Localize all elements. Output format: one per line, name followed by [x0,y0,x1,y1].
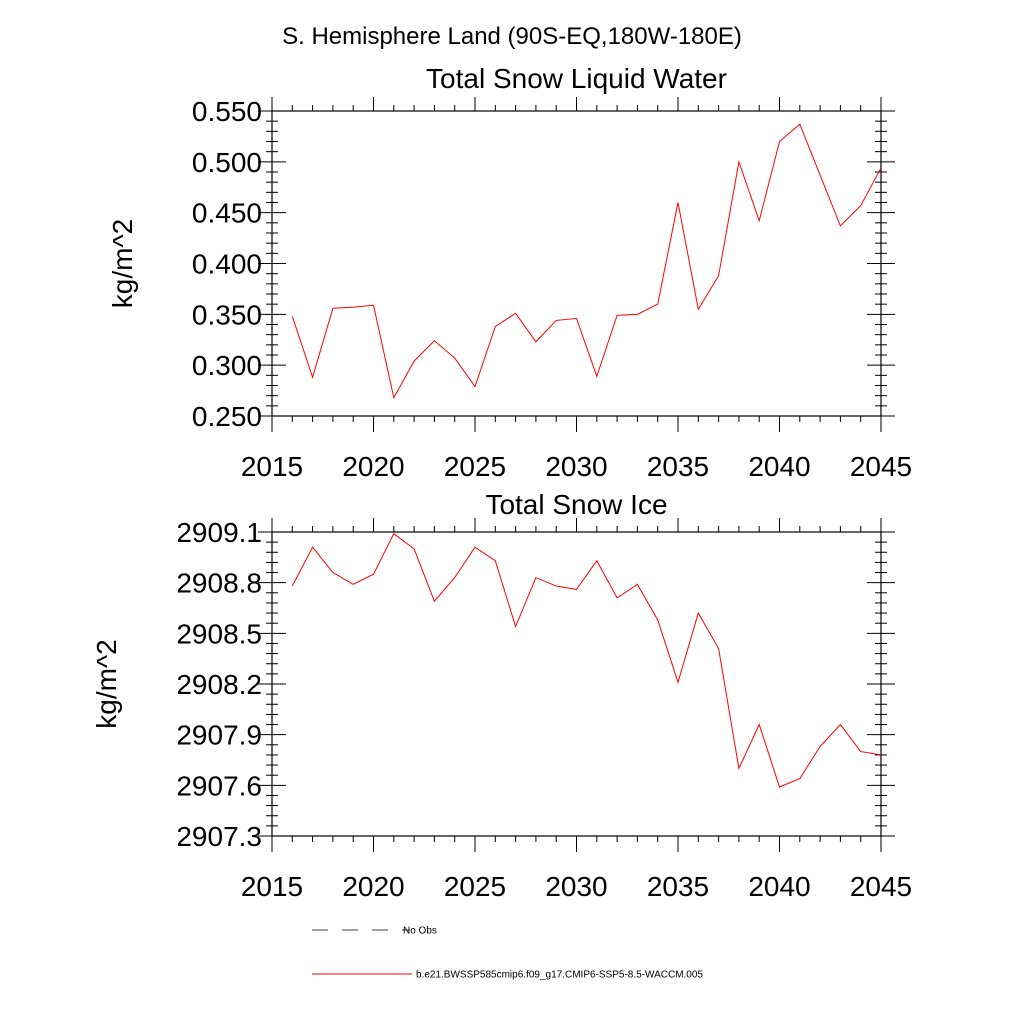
y-axis-label: kg/m^2 [107,219,138,308]
y-tick-label: 0.500 [192,147,262,178]
x-tick-label: 2045 [850,871,912,902]
x-tick-label: 2035 [647,871,709,902]
chart-panel-1: Total Snow Liquid Water kg/m^2 2015 2020 202… [107,63,912,482]
x-tick-label: 2020 [342,451,404,482]
y-tick-label: 2907.3 [176,821,262,852]
x-tick-label: 2025 [444,451,506,482]
y-tick-label: 0.300 [192,350,262,381]
charts-group: Total Snow Liquid Water kg/m^2 2015 2020 202… [91,63,912,902]
x-tick-label: 2035 [647,451,709,482]
legend-label-2: b.e21.BWSSP585cmip6.f09_g17.CMIP6-SSP5-8… [416,970,703,981]
y-tick-label: 2909.1 [176,517,262,548]
y-tick-label: 0.450 [192,198,262,229]
y-tick-label: 0.400 [192,249,262,280]
x-tick-label: 2045 [850,451,912,482]
plot-frame [271,531,882,837]
chart-panel-2: Total Snow Ice kg/m^2 2015 2020 2025 2030 2035… [91,489,912,902]
y-tick-label: 0.250 [192,401,262,432]
y-axis-label: kg/m^2 [91,639,122,728]
x-tick-label: 2015 [241,871,303,902]
y-tick-label: 2907.6 [176,770,262,801]
y-tick-label: 0.550 [192,96,262,127]
y-tick-label: 2908.5 [176,618,262,649]
y-tick-label: 2907.9 [176,720,262,751]
x-tick-label: 2015 [241,451,303,482]
legend: No Obs b.e21.BWSSP585cmip6.f09_g17.CMIP6-… [312,926,703,981]
x-tick-label: 2020 [342,871,404,902]
x-tick-label: 2025 [444,871,506,902]
chart-title: Total Snow Ice [485,489,667,520]
chart-title: Total Snow Liquid Water [426,63,727,94]
x-tick-label: 2040 [748,451,810,482]
legend-label-1: No Obs [403,926,437,937]
plot-frame [271,110,882,417]
x-tick-label: 2030 [545,451,607,482]
y-tick-label: 0.350 [192,299,262,330]
series-line [291,532,882,788]
x-tick-label: 2030 [545,871,607,902]
y-tick-label: 2908.8 [176,568,262,599]
figure-suptitle: S. Hemisphere Land (90S-EQ,180W-180E) [282,23,742,50]
x-tick-label: 2040 [748,871,810,902]
y-tick-label: 2908.2 [176,669,262,700]
series-line [291,123,882,400]
